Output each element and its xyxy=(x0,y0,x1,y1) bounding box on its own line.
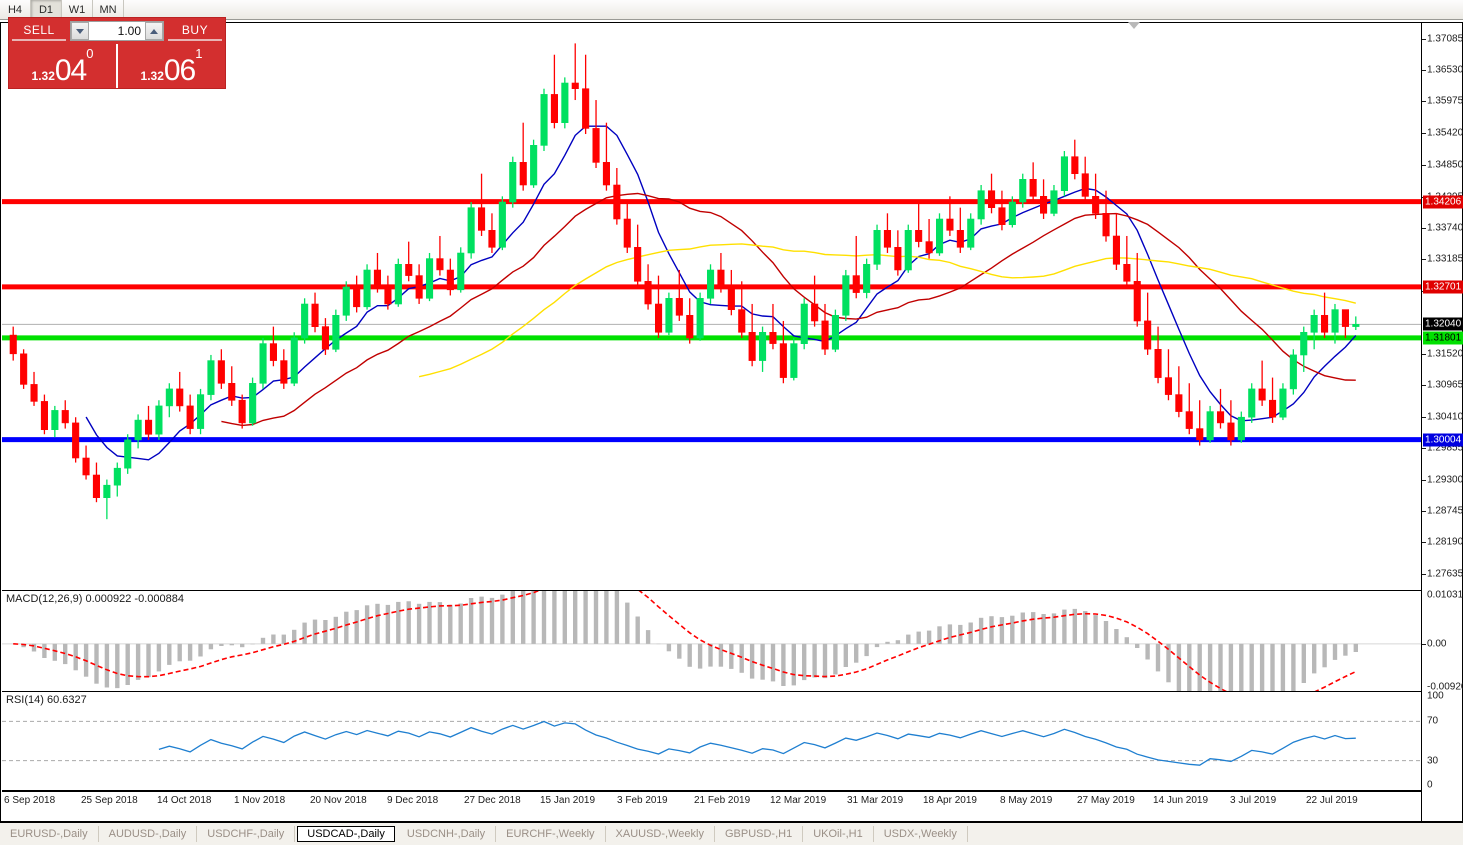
chart-tab-audusd-daily[interactable]: AUDUSD-,Daily xyxy=(99,826,198,842)
time-label: 27 Dec 2018 xyxy=(464,795,521,806)
price-badge-bid[interactable]: 1.32040 xyxy=(1423,317,1463,331)
rsi-pane[interactable]: RSI(14) 60.6327 xyxy=(2,692,1421,791)
macd-label: MACD(12,26,9) 0.000922 -0.000884 xyxy=(6,593,184,605)
buy-price-big: 06 xyxy=(163,54,196,87)
volume-value[interactable]: 1.00 xyxy=(117,24,141,38)
chart-tab-usdcad-daily[interactable]: USDCAD-,Daily xyxy=(297,826,395,842)
buy-button[interactable]: BUY xyxy=(168,21,222,41)
chart-tab-eurusd-daily[interactable]: EURUSD-,Daily xyxy=(0,826,99,842)
time-axis[interactable]: 6 Sep 2018 25 Sep 2018 14 Oct 2018 1 Nov 20… xyxy=(2,791,1421,821)
time-label: 14 Oct 2018 xyxy=(157,795,212,806)
sell-price-sup: 0 xyxy=(86,46,94,61)
chevron-up-icon[interactable] xyxy=(145,22,163,40)
time-label: 12 Mar 2019 xyxy=(770,795,827,806)
chart-window: USDCAD-,Daily 1.31947 1.32179 1.31944 1.… xyxy=(0,22,1463,823)
triangle-down-icon xyxy=(1128,22,1140,29)
sell-button[interactable]: SELL xyxy=(12,21,66,41)
time-label: 31 Mar 2019 xyxy=(847,795,904,806)
toolbar-filler xyxy=(124,0,1463,19)
time-label: 27 May 2019 xyxy=(1077,795,1135,806)
time-label: 15 Jan 2019 xyxy=(540,795,596,806)
buy-price-prefix: 1.32 xyxy=(140,69,164,83)
price-badge-resistance[interactable]: 1.32701 xyxy=(1423,280,1463,294)
price-badge-support[interactable]: 1.31801 xyxy=(1423,331,1463,345)
sell-price-prefix: 1.32 xyxy=(31,69,55,83)
chart-tab-eurchf-weekly[interactable]: EURCHF-,Weekly xyxy=(496,826,606,842)
sell-price[interactable]: 1.32 04 0 xyxy=(9,44,118,88)
timeframe-toolbar: H4 D1 W1 MN xyxy=(0,0,1463,20)
timeframe-button-h4[interactable]: H4 xyxy=(0,0,31,19)
price-pane[interactable] xyxy=(2,23,1421,591)
chart-tab-usdcnh-daily[interactable]: USDCNH-,Daily xyxy=(397,826,497,842)
chart-tab-usdchf-daily[interactable]: USDCHF-,Daily xyxy=(197,826,296,842)
time-label: 22 Jul 2019 xyxy=(1306,795,1358,806)
chart-tab-xauusd-weekly[interactable]: XAUUSD-,Weekly xyxy=(606,826,715,842)
time-label: 8 May 2019 xyxy=(1000,795,1053,806)
chevron-down-icon[interactable] xyxy=(71,22,89,40)
chart-tab-gbpusd-h1[interactable]: GBPUSD-,H1 xyxy=(715,826,804,842)
chart-tab-usdx-weekly[interactable]: USDX-,Weekly xyxy=(874,826,968,842)
price-axis[interactable]: 1.370851.365301.359751.354201.348501.342… xyxy=(1421,23,1463,823)
time-label: 6 Sep 2018 xyxy=(4,795,56,806)
time-label: 14 Jun 2019 xyxy=(1153,795,1209,806)
time-label: 25 Sep 2018 xyxy=(81,795,138,806)
timeframe-button-mn[interactable]: MN xyxy=(93,0,124,19)
time-label: 21 Feb 2019 xyxy=(694,795,751,806)
timeframe-button-w1[interactable]: W1 xyxy=(62,0,93,19)
time-label: 3 Feb 2019 xyxy=(617,795,668,806)
buy-price-sup: 1 xyxy=(195,46,203,61)
chart-tab-bar: EURUSD-,Daily AUDUSD-,Daily USDCHF-,Daily U… xyxy=(0,822,1463,845)
time-label: 20 Nov 2018 xyxy=(310,795,367,806)
price-badge-support[interactable]: 1.30004 xyxy=(1423,433,1463,447)
price-badge-resistance[interactable]: 1.34206 xyxy=(1423,195,1463,209)
chart-tab-ukoil-h1[interactable]: UKOil-,H1 xyxy=(803,826,874,842)
time-label: 9 Dec 2018 xyxy=(387,795,439,806)
rsi-label: RSI(14) 60.6327 xyxy=(6,694,87,706)
macd-pane[interactable]: MACD(12,26,9) 0.000922 -0.000884 xyxy=(2,591,1421,692)
time-label: 1 Nov 2018 xyxy=(234,795,286,806)
buy-price[interactable]: 1.32 06 1 xyxy=(118,44,225,88)
volume-input[interactable]: 1.00 xyxy=(70,21,164,41)
timeframe-button-d1[interactable]: D1 xyxy=(31,0,62,19)
one-click-trading-panel: SELL 1.00 BUY 1.32 04 0 1.32 06 1 xyxy=(8,17,226,89)
time-label: 3 Jul 2019 xyxy=(1230,795,1277,806)
time-label: 18 Apr 2019 xyxy=(923,795,977,806)
sell-price-big: 04 xyxy=(54,54,87,87)
